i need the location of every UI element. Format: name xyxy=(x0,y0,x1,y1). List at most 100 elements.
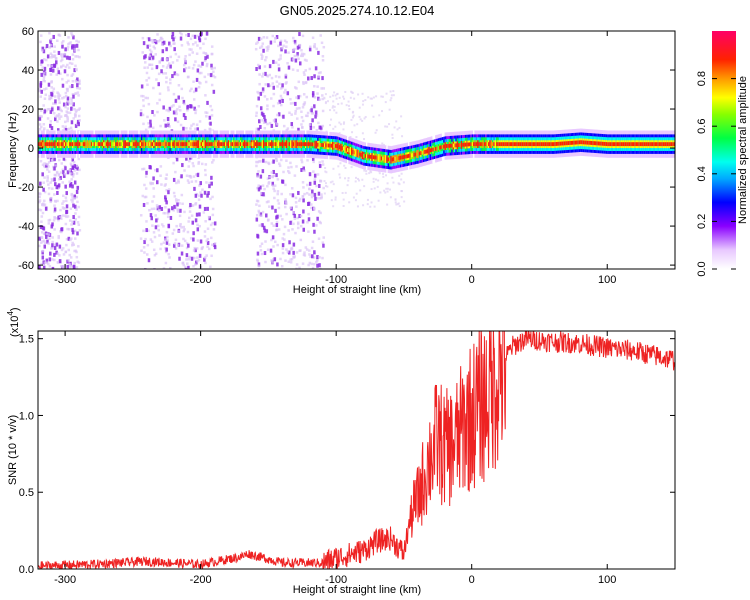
noise-dot xyxy=(345,104,348,107)
noise-dot xyxy=(56,120,59,123)
noise-dot xyxy=(258,82,261,86)
noise-dot xyxy=(400,178,403,181)
band-segment xyxy=(348,148,350,153)
noise-dot xyxy=(139,109,143,112)
band-segment xyxy=(199,142,201,147)
noise-dot xyxy=(306,111,310,115)
noise-dot xyxy=(274,156,278,160)
noise-dot xyxy=(57,96,60,100)
noise-dot xyxy=(39,63,43,66)
noise-dot xyxy=(192,80,195,83)
noise-dot xyxy=(376,185,379,188)
noise-dot xyxy=(303,192,306,196)
noise-dot xyxy=(334,198,337,201)
noise-dot xyxy=(325,130,328,133)
noise-dot xyxy=(156,102,159,105)
noise-dot xyxy=(160,206,164,211)
band-segment xyxy=(588,140,590,145)
noise-dot xyxy=(47,186,51,190)
band-segment xyxy=(405,154,407,159)
noise-dot xyxy=(262,121,266,124)
band-segment xyxy=(283,142,285,147)
noise-dot xyxy=(198,204,202,209)
noise-dot xyxy=(358,179,361,182)
noise-dot xyxy=(332,100,335,103)
band-segment xyxy=(515,142,517,147)
band-segment xyxy=(370,154,372,159)
noise-dot xyxy=(303,102,306,106)
noise-dot xyxy=(56,171,59,175)
noise-dot xyxy=(276,192,279,196)
noise-dot xyxy=(270,259,273,262)
band-segment xyxy=(578,140,581,145)
noise-dot xyxy=(73,49,77,52)
noise-dot xyxy=(51,64,54,68)
noise-dot xyxy=(48,46,51,49)
noise-dot xyxy=(71,157,75,162)
spectrogram-y-tick-label: -60 xyxy=(18,260,34,272)
band-segment xyxy=(134,142,136,147)
noise-dot xyxy=(140,249,143,252)
noise-dot xyxy=(198,184,201,187)
noise-dot xyxy=(268,73,271,77)
band-segment xyxy=(344,147,346,151)
noise-dot xyxy=(203,59,207,62)
noise-dot xyxy=(66,89,69,93)
noise-dot xyxy=(42,226,46,231)
noise-dot xyxy=(261,42,265,45)
noise-dot xyxy=(255,213,259,217)
noise-dot xyxy=(350,118,353,121)
band-segment xyxy=(103,142,105,147)
noise-dot xyxy=(194,60,197,63)
noise-dot xyxy=(171,74,174,79)
noise-dot xyxy=(262,158,265,163)
noise-dot xyxy=(66,48,69,51)
noise-dot xyxy=(57,112,61,116)
noise-dot xyxy=(261,87,265,92)
noise-dot xyxy=(261,90,265,94)
noise-dot xyxy=(172,110,176,115)
noise-dot xyxy=(321,59,325,62)
noise-dot xyxy=(375,129,378,132)
band-segment xyxy=(471,142,474,147)
noise-dot xyxy=(291,58,295,61)
snr-y-multiplier: (x104) xyxy=(6,307,21,337)
noise-dot xyxy=(276,243,279,247)
noise-dot xyxy=(307,217,311,222)
noise-dot xyxy=(317,191,321,196)
noise-dot xyxy=(71,175,75,178)
noise-dot xyxy=(279,257,282,261)
band-segment xyxy=(554,142,556,147)
noise-dot xyxy=(68,102,71,105)
noise-dot xyxy=(176,243,180,247)
noise-dot xyxy=(363,117,366,120)
noise-dot xyxy=(257,187,261,192)
noise-dot xyxy=(145,79,148,82)
band-segment xyxy=(474,142,477,147)
noise-dot xyxy=(255,164,258,168)
noise-dot xyxy=(72,117,75,120)
band-segment xyxy=(296,142,299,147)
noise-dot xyxy=(143,251,146,254)
noise-dot xyxy=(374,178,377,181)
noise-dot xyxy=(297,57,300,61)
noise-dot xyxy=(321,97,324,101)
noise-dot xyxy=(71,73,75,76)
noise-dot xyxy=(188,205,192,209)
noise-dot xyxy=(77,48,80,52)
band-segment xyxy=(548,142,551,147)
noise-dot xyxy=(294,112,297,115)
noise-dot xyxy=(165,47,168,52)
noise-dot xyxy=(48,107,51,111)
noise-dot xyxy=(76,231,79,236)
band-segment xyxy=(620,142,623,147)
noise-dot xyxy=(313,173,317,178)
noise-dot xyxy=(386,125,389,128)
noise-dot xyxy=(193,256,196,260)
noise-dot xyxy=(398,126,401,129)
noise-dot xyxy=(310,76,313,81)
noise-dot xyxy=(45,261,49,264)
noise-dot xyxy=(342,95,345,98)
noise-dot xyxy=(294,231,297,235)
noise-dot xyxy=(51,107,54,112)
